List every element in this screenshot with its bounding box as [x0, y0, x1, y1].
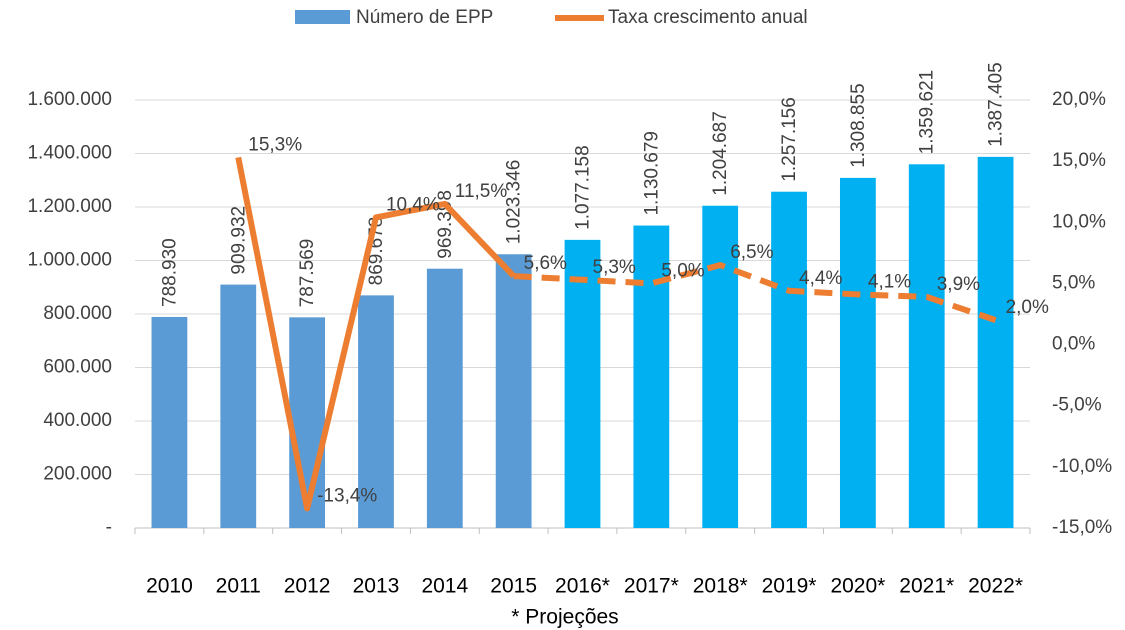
y-tick-label: 1.000.000 [27, 250, 112, 271]
y2-tick-label: 15,0% [1052, 150, 1106, 171]
y2-tick-label: -15,0% [1052, 517, 1112, 538]
bar-value-label: 1.359.621 [917, 70, 938, 155]
x-tick-label: 2022* [968, 575, 1023, 598]
x-tick-label: 2018* [693, 575, 748, 598]
bar [151, 316, 188, 528]
y2-tick-label: 5,0% [1052, 272, 1095, 293]
line-value-label: 4,1% [868, 271, 911, 292]
line [235, 156, 516, 512]
y-tick-label: 1.600.000 [27, 89, 112, 110]
legend-label: Taxa crescimento anual [608, 7, 808, 28]
bar [908, 164, 945, 528]
legend-label: Número de EPP [356, 7, 493, 28]
y-tick-label: 400.000 [43, 410, 112, 431]
y-tick-label: 600.000 [43, 357, 112, 378]
bar-value-label: 1.204.687 [710, 111, 731, 196]
bar [495, 254, 532, 528]
y2-tick-label: 10,0% [1052, 211, 1106, 232]
y-tick-label: 200.000 [43, 464, 112, 485]
y-tick-label: 800.000 [43, 303, 112, 324]
y-tick-label: 1.200.000 [27, 196, 112, 217]
bar-value-label: 1.023.346 [504, 160, 525, 245]
bar-value-label: 909.932 [228, 206, 249, 275]
bar-value-label: 1.257.156 [779, 97, 800, 182]
bar [426, 268, 463, 528]
bar [702, 205, 739, 529]
bar-value-label: 1.130.679 [641, 131, 662, 216]
x-tick-label: 2021* [899, 575, 954, 598]
x-tick-label: 2019* [762, 575, 817, 598]
x-tick-label: 2011 [216, 575, 261, 598]
x-tick-label: 2014 [421, 575, 468, 598]
bar [633, 225, 670, 528]
x-tick-label: 2020* [830, 575, 885, 598]
x-tick-label: 2012 [284, 575, 331, 598]
line-value-label: 15,3% [248, 134, 302, 155]
line-value-label: 2,0% [1006, 297, 1049, 318]
line-value-label: -13,4% [317, 485, 377, 506]
bar-value-label: 787.569 [297, 239, 318, 308]
y2-tick-label: 20,0% [1052, 89, 1106, 110]
line-value-label: 5,6% [524, 253, 567, 274]
bar [839, 177, 876, 528]
bar-value-label: 1.387.405 [986, 62, 1007, 147]
line-value-label: 3,9% [937, 274, 980, 295]
bar-value-label: 1.077.158 [573, 145, 594, 230]
bar [358, 295, 394, 528]
x-tick-label: 2013 [353, 575, 400, 598]
bar [771, 191, 807, 529]
line-value-label: 10,4% [386, 194, 440, 215]
y-tick-label: - [106, 517, 112, 538]
bar [977, 156, 1014, 529]
line-value-label: 11,5% [455, 181, 508, 202]
line [513, 262, 997, 323]
x-tick-label: 2017* [624, 575, 679, 598]
y2-tick-label: -10,0% [1052, 456, 1112, 477]
footnote: * Projeções [511, 606, 618, 629]
x-tick-label: 2015 [490, 575, 537, 598]
line-value-label: 4,4% [799, 268, 842, 289]
y-tick-label: 1.400.000 [27, 143, 112, 164]
bar-value-label: 1.308.855 [848, 83, 869, 168]
legend-swatch [295, 10, 350, 24]
x-tick-label: 2016* [555, 575, 610, 598]
line-value-label: 5,0% [661, 260, 704, 281]
line-value-label: 6,5% [730, 242, 773, 263]
bar [564, 239, 601, 528]
x-tick-label: 2010 [146, 575, 193, 598]
bar [220, 284, 257, 528]
y2-tick-label: 0,0% [1052, 334, 1095, 355]
bar-value-label: 788.930 [159, 238, 180, 307]
y2-tick-label: -5,0% [1052, 395, 1102, 416]
line-value-label: 5,3% [593, 257, 636, 278]
